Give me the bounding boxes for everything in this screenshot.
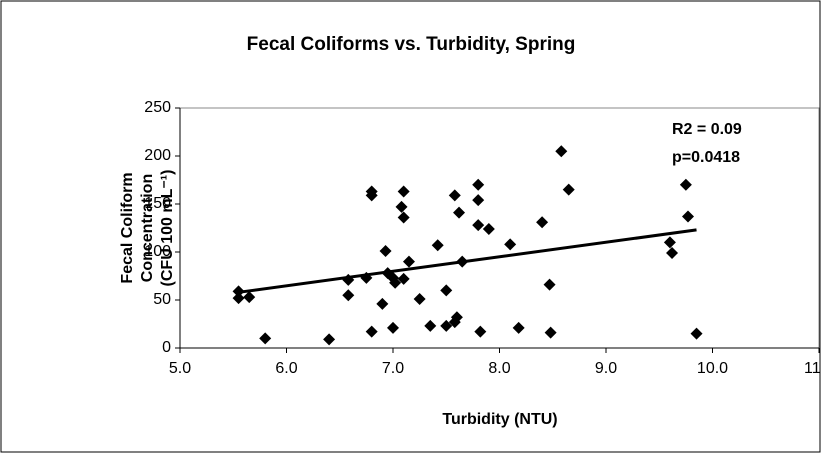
y-tick-label: 250 xyxy=(144,99,171,116)
chart-title: Fecal Coliforms vs. Turbidity, Spring xyxy=(247,34,576,55)
point xyxy=(397,272,410,285)
point xyxy=(342,289,355,302)
y-tick-label: 50 xyxy=(153,291,171,308)
point xyxy=(440,284,453,297)
point xyxy=(682,210,695,223)
x-axis-label: Turbidity (NTU) xyxy=(442,411,557,428)
point xyxy=(472,194,485,207)
point xyxy=(555,145,568,158)
x-tick-label: 8.0 xyxy=(488,360,510,377)
point xyxy=(679,178,692,191)
point xyxy=(536,216,549,229)
point xyxy=(379,245,392,258)
y-axis-label: Concentration xyxy=(139,174,156,282)
point xyxy=(395,200,408,213)
y-axis-label: (CFU 100 mL⁻¹) xyxy=(159,170,176,287)
x-tick-label: 10.0 xyxy=(697,360,728,377)
point xyxy=(440,319,453,332)
point xyxy=(402,255,415,268)
x-tick-label: 9.0 xyxy=(595,360,617,377)
point xyxy=(450,311,463,324)
point xyxy=(387,321,399,334)
point xyxy=(232,292,245,305)
point xyxy=(397,185,410,198)
point xyxy=(690,327,703,340)
point xyxy=(376,297,389,310)
point xyxy=(431,239,444,252)
point xyxy=(259,332,272,345)
point xyxy=(512,321,525,334)
point xyxy=(504,238,517,251)
annotation: p=0.0418 xyxy=(672,149,740,166)
point xyxy=(562,183,575,196)
plot-area xyxy=(179,107,820,349)
point xyxy=(663,236,676,249)
point xyxy=(482,222,495,235)
point xyxy=(474,325,487,338)
point xyxy=(472,178,485,191)
y-axis-label: Fecal Coliform xyxy=(119,172,136,283)
point xyxy=(323,333,336,346)
annotation: R2 = 0.09 xyxy=(672,121,742,138)
point xyxy=(365,189,378,202)
y-tick-label: 100 xyxy=(144,243,171,260)
x-tick-label: 5.0 xyxy=(169,360,191,377)
point xyxy=(544,326,557,339)
point xyxy=(543,278,556,291)
point xyxy=(243,291,256,304)
y-tick-label: 150 xyxy=(144,195,171,212)
point xyxy=(365,325,378,338)
point xyxy=(666,246,679,259)
trendline xyxy=(238,228,697,294)
point xyxy=(413,293,426,306)
point xyxy=(389,276,402,289)
point xyxy=(397,211,410,224)
y-tick-label: 200 xyxy=(144,147,171,164)
x-tick-label: 6.0 xyxy=(275,360,297,377)
point xyxy=(448,189,461,202)
point xyxy=(453,206,466,219)
x-tick-label: 7.0 xyxy=(382,360,404,377)
point xyxy=(472,219,485,232)
point xyxy=(424,319,437,332)
x-tick-label: 11.0 xyxy=(804,360,822,377)
y-tick-label: 0 xyxy=(162,339,171,356)
